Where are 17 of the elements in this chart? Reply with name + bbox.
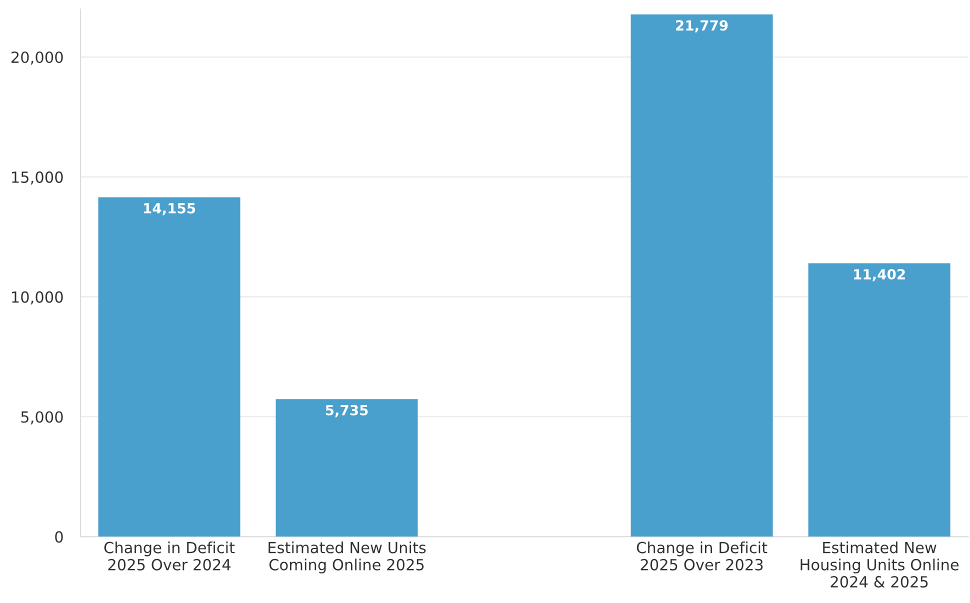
data-label: 11,402 — [854, 269, 905, 282]
y-tick-label: 5,000 — [21, 411, 63, 424]
y-tick-label: 20,000 — [12, 51, 63, 65]
bar — [630, 14, 773, 537]
bar — [276, 399, 418, 537]
bar — [808, 263, 950, 537]
bar — [98, 197, 240, 537]
data-label: 21,779 — [676, 20, 728, 32]
x-tick-label: Change in Deficit 2025 Over 2024 — [104, 542, 235, 570]
data-label: 5,735 — [326, 404, 368, 418]
y-tick-label: 10,000 — [12, 291, 63, 304]
data-label: 14,155 — [144, 203, 196, 216]
y-tick-label: 0 — [55, 531, 63, 543]
x-tick-label: Estimated New Housing Units Online 2024 & 2025 — [800, 542, 959, 588]
x-tick-label: Estimated New Units Coming Online 2025 — [268, 542, 426, 574]
x-tick-label: Change in Deficit 2025 Over 2023 — [636, 542, 768, 570]
y-tick-label: 15,000 — [12, 171, 63, 185]
